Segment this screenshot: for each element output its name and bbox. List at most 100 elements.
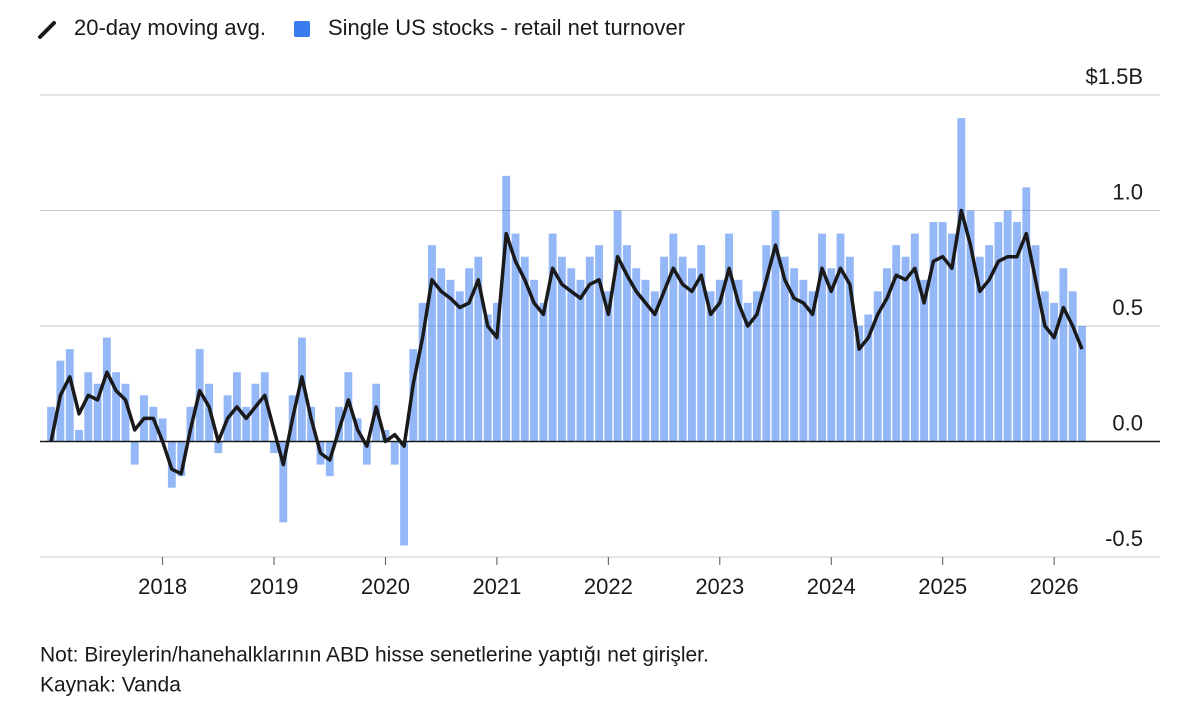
bar (678, 256, 687, 442)
bar (1003, 210, 1012, 442)
bar (437, 268, 446, 442)
bar (344, 372, 353, 442)
moving-average-line (49, 208, 1084, 476)
bar (75, 429, 83, 442)
bar (669, 233, 678, 442)
note: Not: Bireylerin/hanehalklarının ABD hiss… (40, 644, 709, 667)
bar (864, 314, 873, 442)
bar (808, 291, 817, 442)
bar (65, 349, 74, 442)
bar (455, 291, 464, 442)
bar (604, 291, 613, 442)
bar (93, 383, 102, 442)
x-tick-label: 2023 (695, 574, 744, 599)
bar (938, 222, 947, 442)
y-tick-label: 1.0 (1112, 179, 1143, 204)
bar (975, 256, 984, 442)
bar (548, 233, 557, 442)
bar (511, 233, 520, 442)
y-tick-label: 0.0 (1112, 410, 1143, 435)
bar (242, 406, 251, 442)
x-tick-label: 2024 (807, 574, 856, 599)
bar (623, 245, 631, 442)
legend-label: Single US stocks - retail net turnover (328, 15, 685, 40)
bar (836, 233, 845, 442)
bar (102, 337, 111, 442)
bar (149, 406, 158, 442)
bar (883, 268, 891, 442)
bar (539, 302, 548, 442)
bar (818, 233, 826, 442)
bar (752, 291, 761, 442)
bar (465, 268, 473, 442)
bar (585, 256, 594, 442)
bar (790, 268, 799, 442)
bar (855, 326, 864, 442)
legend-label: 20-day moving avg. (74, 15, 266, 40)
bar (84, 372, 93, 442)
legend-swatch (294, 21, 310, 37)
bar (270, 441, 278, 454)
bar (715, 279, 724, 442)
x-tick-label: 2019 (250, 574, 299, 599)
bar (613, 210, 622, 442)
y-tick-label: $1.5B (1086, 64, 1144, 89)
bar (892, 245, 901, 442)
bar (177, 441, 186, 477)
x-tick-label: 2025 (918, 574, 967, 599)
bar (985, 245, 994, 442)
bar (418, 302, 427, 442)
bar (799, 279, 808, 442)
bar (446, 279, 455, 442)
bar (743, 302, 752, 442)
bar (697, 245, 706, 442)
bar (112, 372, 121, 442)
bar (251, 383, 260, 442)
bar (688, 268, 696, 442)
bar (771, 210, 780, 442)
x-tick-label: 2026 (1030, 574, 1079, 599)
bar (920, 279, 929, 442)
bar (660, 256, 669, 442)
bar (994, 222, 1003, 442)
bar (557, 256, 566, 442)
bar (297, 337, 306, 442)
bar (780, 256, 789, 442)
bar (530, 279, 538, 442)
bar (158, 418, 167, 442)
bar (390, 441, 399, 465)
bar (873, 291, 882, 442)
bar (762, 245, 771, 442)
source: Kaynak: Vanda (40, 674, 181, 697)
bar (827, 268, 836, 442)
y-tick-label: -0.5 (1105, 526, 1143, 551)
bar (725, 233, 733, 442)
bar (1013, 222, 1021, 442)
bar (910, 233, 919, 442)
bar (47, 406, 56, 442)
bar (595, 245, 604, 442)
bar (929, 222, 938, 442)
bar (1031, 245, 1040, 442)
bar (1068, 291, 1077, 442)
bar (641, 279, 650, 442)
bar (121, 383, 130, 442)
bar (706, 291, 715, 442)
bar (362, 441, 371, 465)
x-tick-label: 2022 (584, 574, 633, 599)
bar (260, 372, 269, 442)
bar (1078, 326, 1086, 442)
bar (214, 441, 223, 454)
bar (428, 245, 436, 442)
bar (966, 210, 975, 442)
bar (1040, 291, 1049, 442)
bar (1059, 268, 1068, 442)
bar (576, 279, 585, 442)
bar (901, 256, 910, 442)
bar (567, 268, 576, 442)
bar (400, 441, 409, 546)
bar (948, 233, 956, 442)
bar (502, 175, 511, 442)
